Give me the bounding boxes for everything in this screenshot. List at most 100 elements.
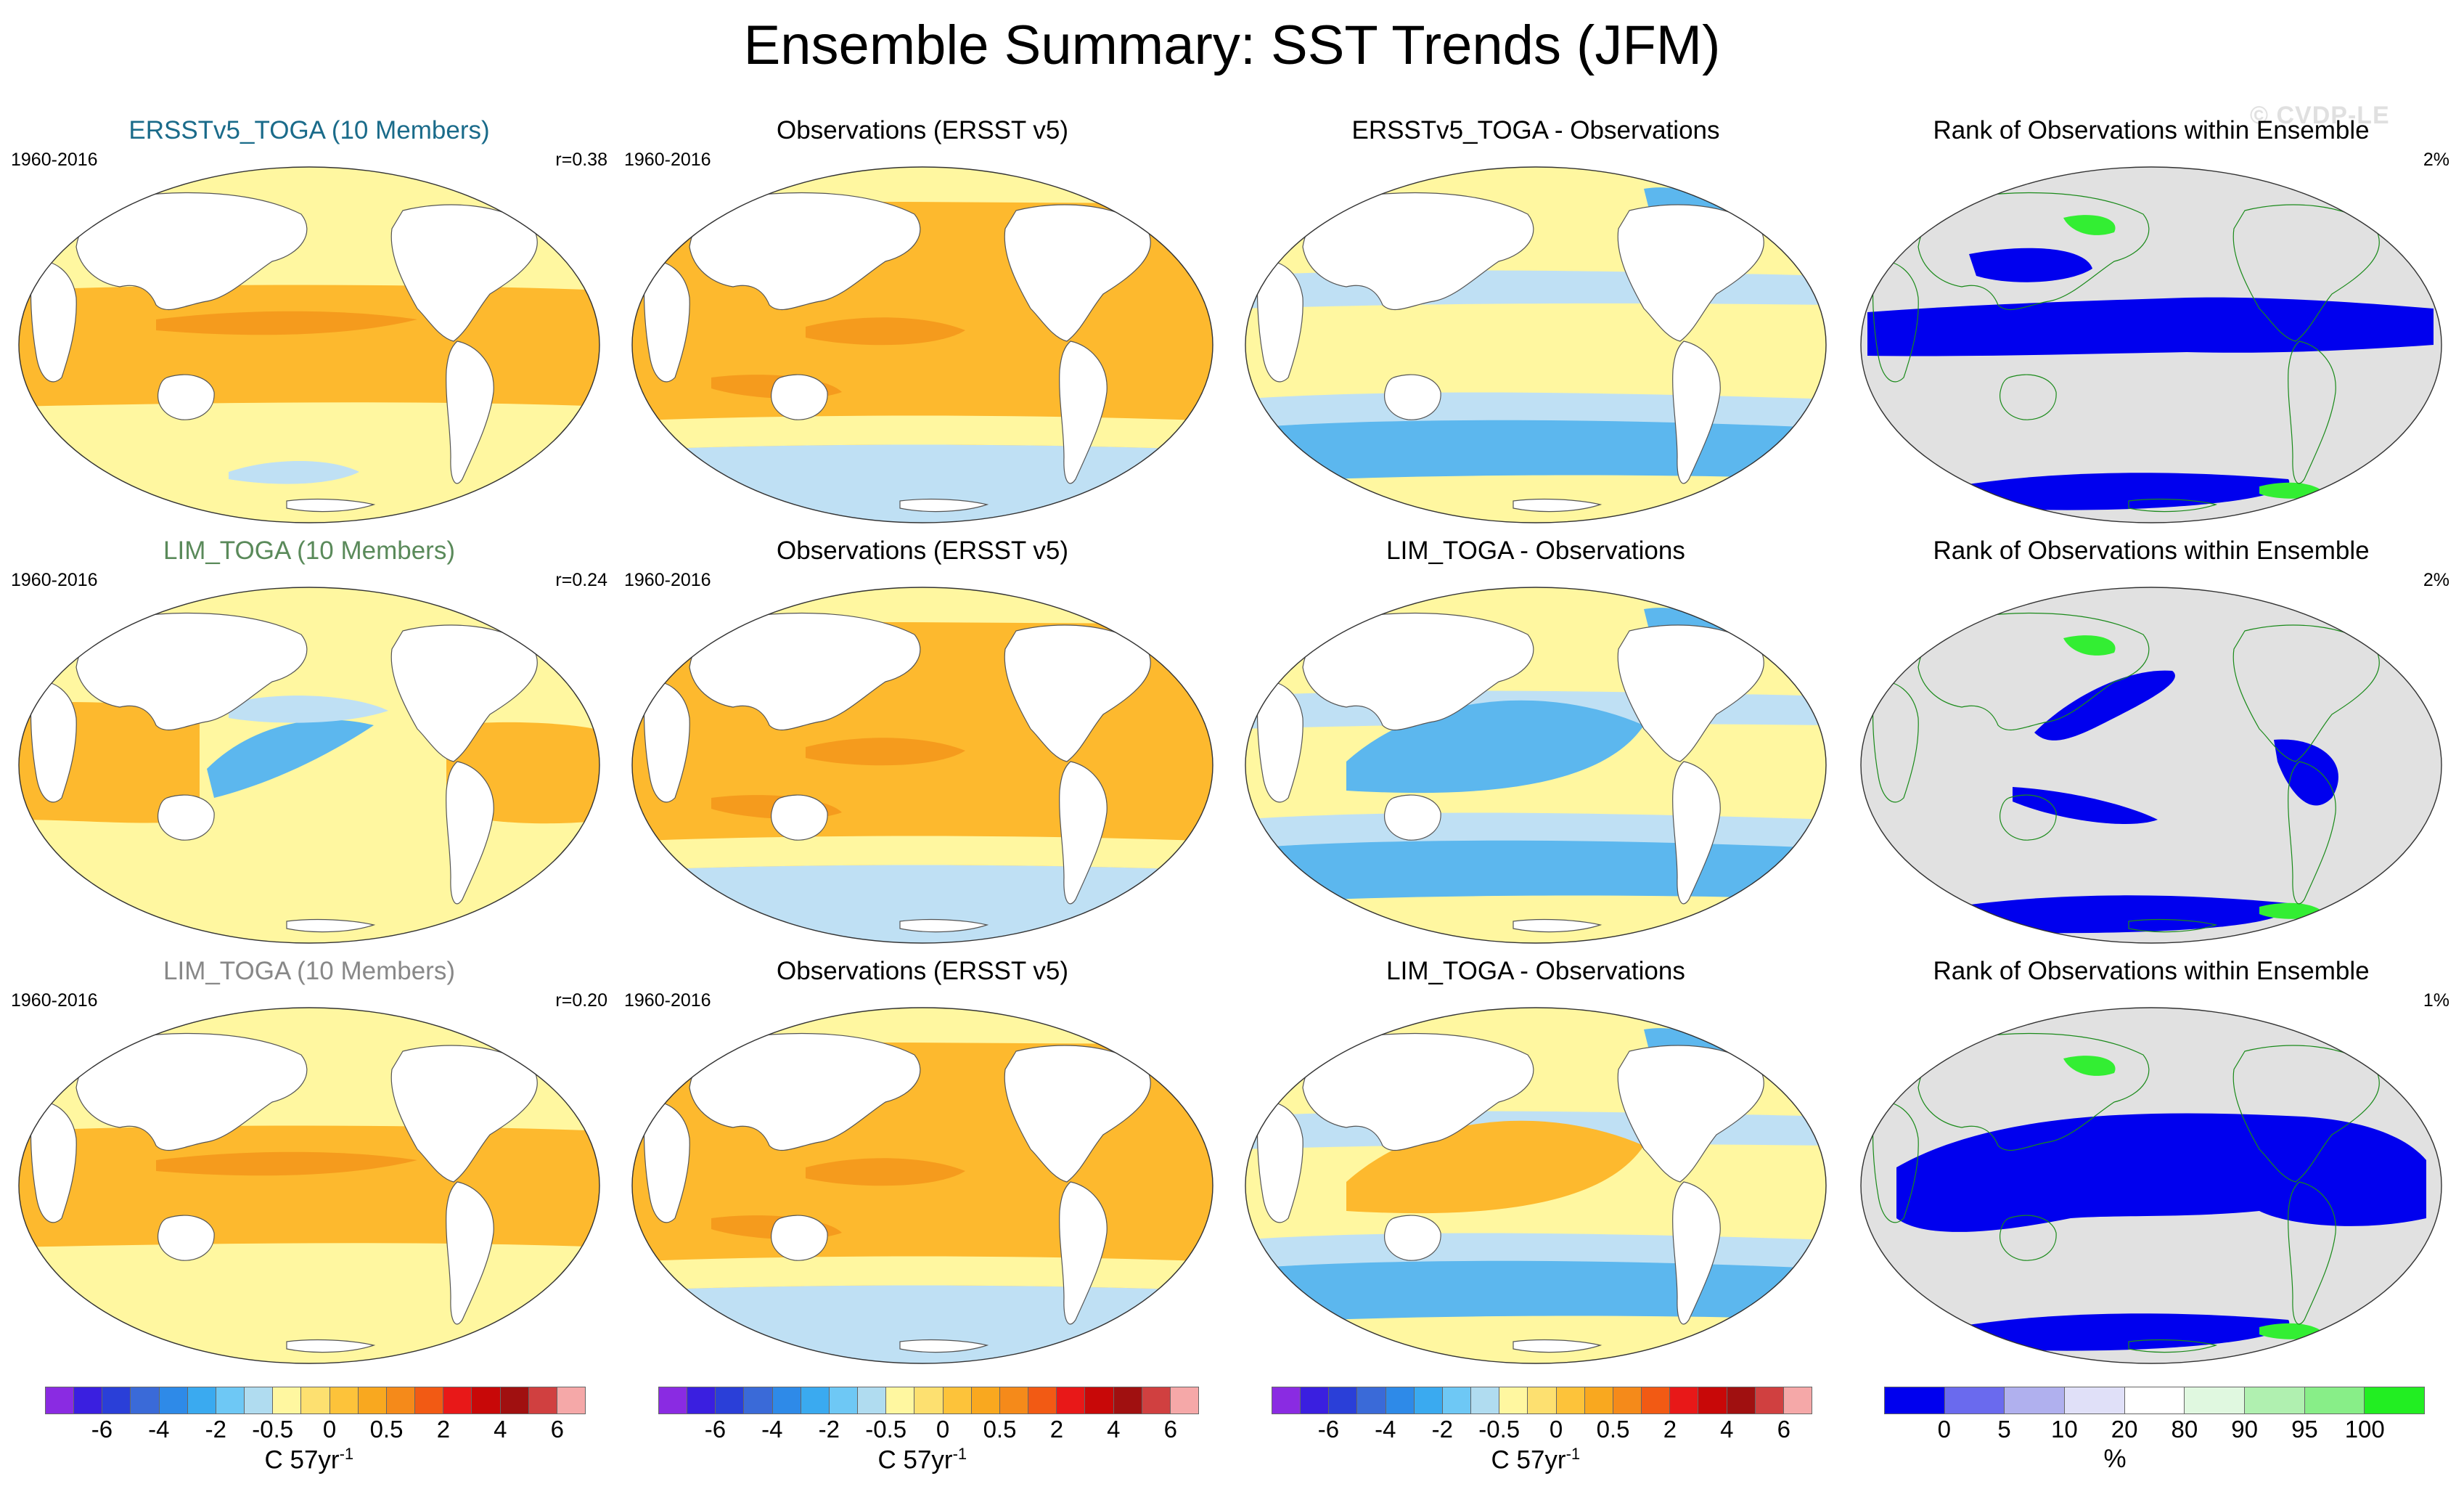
continent-australia <box>157 374 215 420</box>
panel-title: Observations (ERSST v5) <box>777 116 1068 144</box>
map-frame <box>631 166 1213 523</box>
colorbar-swatch <box>743 1387 772 1414</box>
continent-southAmerica <box>1672 761 1721 905</box>
continent-africaEdge <box>30 680 77 803</box>
colorbar-tick-label: -4 <box>761 1416 783 1443</box>
rank-blue-region <box>1969 248 2092 282</box>
colorbar-swatch <box>828 1387 858 1414</box>
continent-greenland <box>2381 1040 2428 1077</box>
colorbar-tick-label: -2 <box>1431 1416 1453 1443</box>
continent-europeRight <box>576 245 599 274</box>
continent-europeRight <box>1190 245 1213 274</box>
map-field-band <box>1245 1258 1826 1323</box>
colorbar-swatch <box>2064 1387 2124 1414</box>
panel-title: ERSSTv5_TOGA - Observations <box>1351 116 1720 144</box>
panel-period: 1960-2016 <box>624 570 711 590</box>
figure-title: Ensemble Summary: SST Trends (JFM) <box>743 15 1721 76</box>
map-field-band <box>632 1285 1213 1363</box>
world-map <box>1245 166 1827 523</box>
colorbar-swatch <box>885 1387 914 1414</box>
continent-australia <box>2000 374 2057 420</box>
panel-title: LIM_TOGA - Observations <box>1386 957 1685 985</box>
continent-australia <box>2000 794 2057 841</box>
continent-greenland <box>539 620 586 657</box>
colorbar-swatch <box>556 1387 586 1414</box>
rank-blue-region <box>1896 1113 2426 1232</box>
rank-green-region <box>2375 1029 2400 1059</box>
panel-title: Rank of Observations within Ensemble <box>1933 537 2370 565</box>
colorbar-tick-label: 95 <box>2291 1416 2318 1443</box>
panel-title: Rank of Observations within Ensemble <box>1933 116 2370 144</box>
colorbar-swatch <box>1782 1387 1812 1414</box>
continent-southAmerica <box>446 340 494 484</box>
colorbar-swatch <box>528 1387 557 1414</box>
rank-green-region <box>2063 215 2116 235</box>
colorbar-swatch <box>715 1387 744 1414</box>
panel-statistic: r=0.38 <box>555 150 607 170</box>
colorbar-swatch <box>1555 1387 1584 1414</box>
panel-period: 1960-2016 <box>11 150 98 170</box>
continent-greenland <box>1153 1040 1200 1077</box>
colorbar-swatch <box>443 1387 472 1414</box>
continent-africaEdge <box>30 260 77 383</box>
colorbar-swatch <box>1726 1387 1755 1414</box>
panel-title: LIM_TOGA (10 Members) <box>163 957 455 985</box>
colorbar-swatch <box>2364 1387 2426 1414</box>
colorbar-swatch <box>942 1387 971 1414</box>
continent-asiaEurope <box>75 612 308 731</box>
continent-asiaEurope <box>689 612 921 731</box>
colorbar-swatch <box>215 1387 245 1414</box>
colorbar-tick-label: 5 <box>1997 1416 2011 1443</box>
continent-antarcticBits <box>286 498 376 513</box>
panel-period: 1960-2016 <box>624 990 711 1011</box>
continent-greenland <box>2381 200 2428 237</box>
continent-antarcticBits <box>1513 498 1603 513</box>
colorbar-swatch <box>1385 1387 1414 1414</box>
map-field-band <box>806 1158 965 1186</box>
colorbar-swatch <box>187 1387 216 1414</box>
continent-australia <box>771 1215 828 1261</box>
rank-blue-region <box>1867 297 2434 356</box>
colorbar-swatch <box>158 1387 187 1414</box>
continent-greenland <box>1766 620 1813 657</box>
continent-africaEdge <box>1872 680 1919 803</box>
panel-title: LIM_TOGA - Observations <box>1386 537 1685 565</box>
colorbar-swatch <box>1698 1387 1727 1414</box>
colorbar-tick-label: 0.5 <box>1596 1416 1630 1443</box>
continent-europeRight <box>1803 666 1826 694</box>
continent-europeRight <box>1803 245 1826 274</box>
colorbar-swatch <box>471 1387 500 1414</box>
colorbar-swatch <box>970 1387 999 1414</box>
colorbar-tick-label: 4 <box>494 1416 507 1443</box>
map-field-band <box>632 865 1213 943</box>
colorbar-tick-label: 20 <box>2111 1416 2138 1443</box>
continent-greenland <box>1766 200 1813 237</box>
colorbar-swatch <box>1413 1387 1442 1414</box>
continent-asiaEurope <box>689 1032 921 1151</box>
world-map <box>1245 587 1827 944</box>
continent-australia <box>771 374 828 420</box>
colorbar-tick-label: 0.5 <box>369 1416 404 1443</box>
map-field-band <box>806 738 965 766</box>
rank-green-region <box>2375 608 2400 639</box>
colorbar-swatch <box>687 1387 716 1414</box>
continent-asiaEurope <box>1302 612 1534 731</box>
map-panel: LIM_TOGA (10 Members) 1960-2016 r=0.20 <box>11 955 607 1376</box>
colorbar-swatch <box>1754 1387 1783 1414</box>
continent-antarcticBits <box>899 918 989 933</box>
continent-asiaEurope <box>1302 1032 1534 1151</box>
colorbar-swatch <box>1169 1387 1199 1414</box>
panel-statistic: 2% <box>2423 570 2449 590</box>
continent-southAmerica <box>1059 1181 1108 1325</box>
world-map <box>18 587 600 944</box>
continent-greenland <box>1153 620 1200 657</box>
colorbar-swatch <box>1527 1387 1556 1414</box>
continent-australia <box>1384 794 1441 841</box>
continent-australia <box>2000 1215 2057 1261</box>
panel-title: Rank of Observations within Ensemble <box>1933 957 2370 985</box>
colorbar-swatch <box>1141 1387 1170 1414</box>
continent-southAmerica <box>446 761 494 905</box>
colorbar-swatch <box>1441 1387 1471 1414</box>
colorbar-swatch <box>45 1387 74 1414</box>
map-field-band <box>806 317 965 346</box>
